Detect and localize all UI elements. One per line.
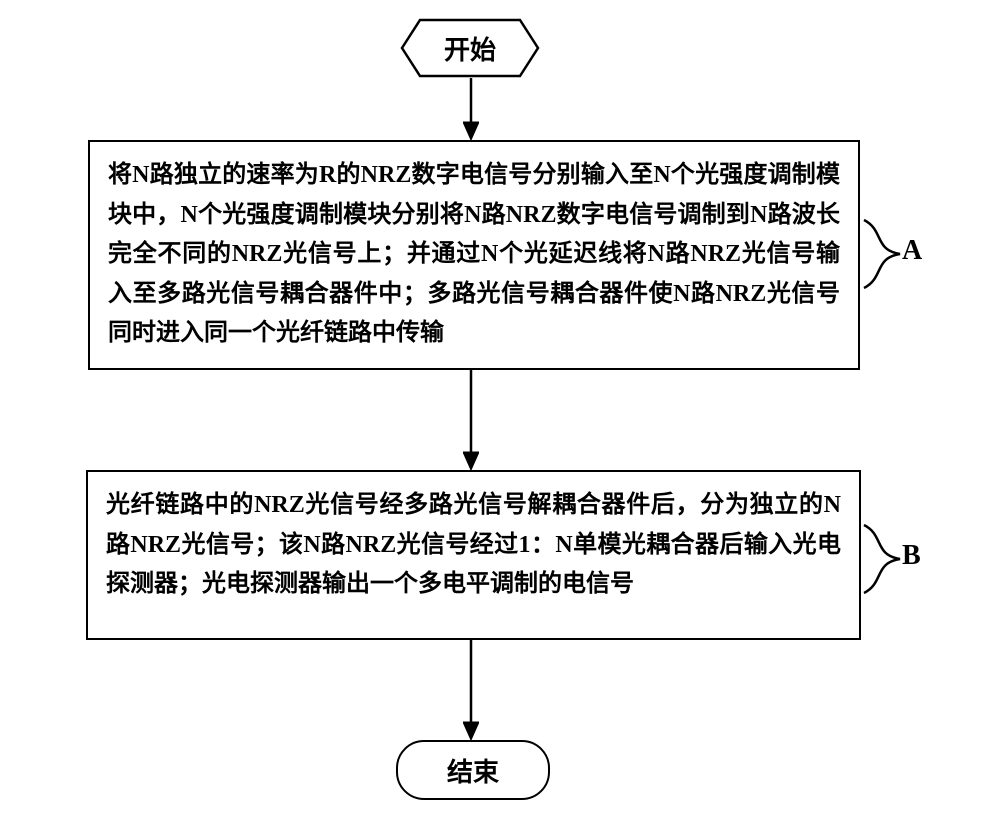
terminator-end: 结束 (396, 740, 550, 800)
bracket-b-icon (862, 523, 902, 595)
bracket-a-icon (862, 218, 902, 290)
end-label: 结束 (447, 752, 499, 789)
process-b-text: 光纤链路中的NRZ光信号经多路光信号解耦合器件后，分为独立的N路NRZ光信号；该… (106, 492, 841, 597)
process-box-b: 光纤链路中的NRZ光信号经多路光信号解耦合器件后，分为独立的N路NRZ光信号；该… (86, 470, 861, 640)
label-a: A (902, 235, 922, 267)
start-label: 开始 (444, 30, 496, 67)
flowchart-canvas: 开始 将N路独立的速率为R的NRZ数字电信号分别输入至N个光强度调制模块中，N个… (0, 0, 1000, 824)
process-a-text: 将N路独立的速率为R的NRZ数字电信号分别输入至N个光强度调制模块中，N个光强度… (108, 162, 840, 346)
arrow-b-end (463, 640, 479, 740)
process-box-a: 将N路独立的速率为R的NRZ数字电信号分别输入至N个光强度调制模块中，N个光强度… (88, 140, 860, 370)
terminator-start: 开始 (400, 18, 540, 78)
arrow-start-a (463, 78, 479, 140)
arrow-a-b (463, 370, 479, 470)
label-b: B (902, 540, 921, 572)
